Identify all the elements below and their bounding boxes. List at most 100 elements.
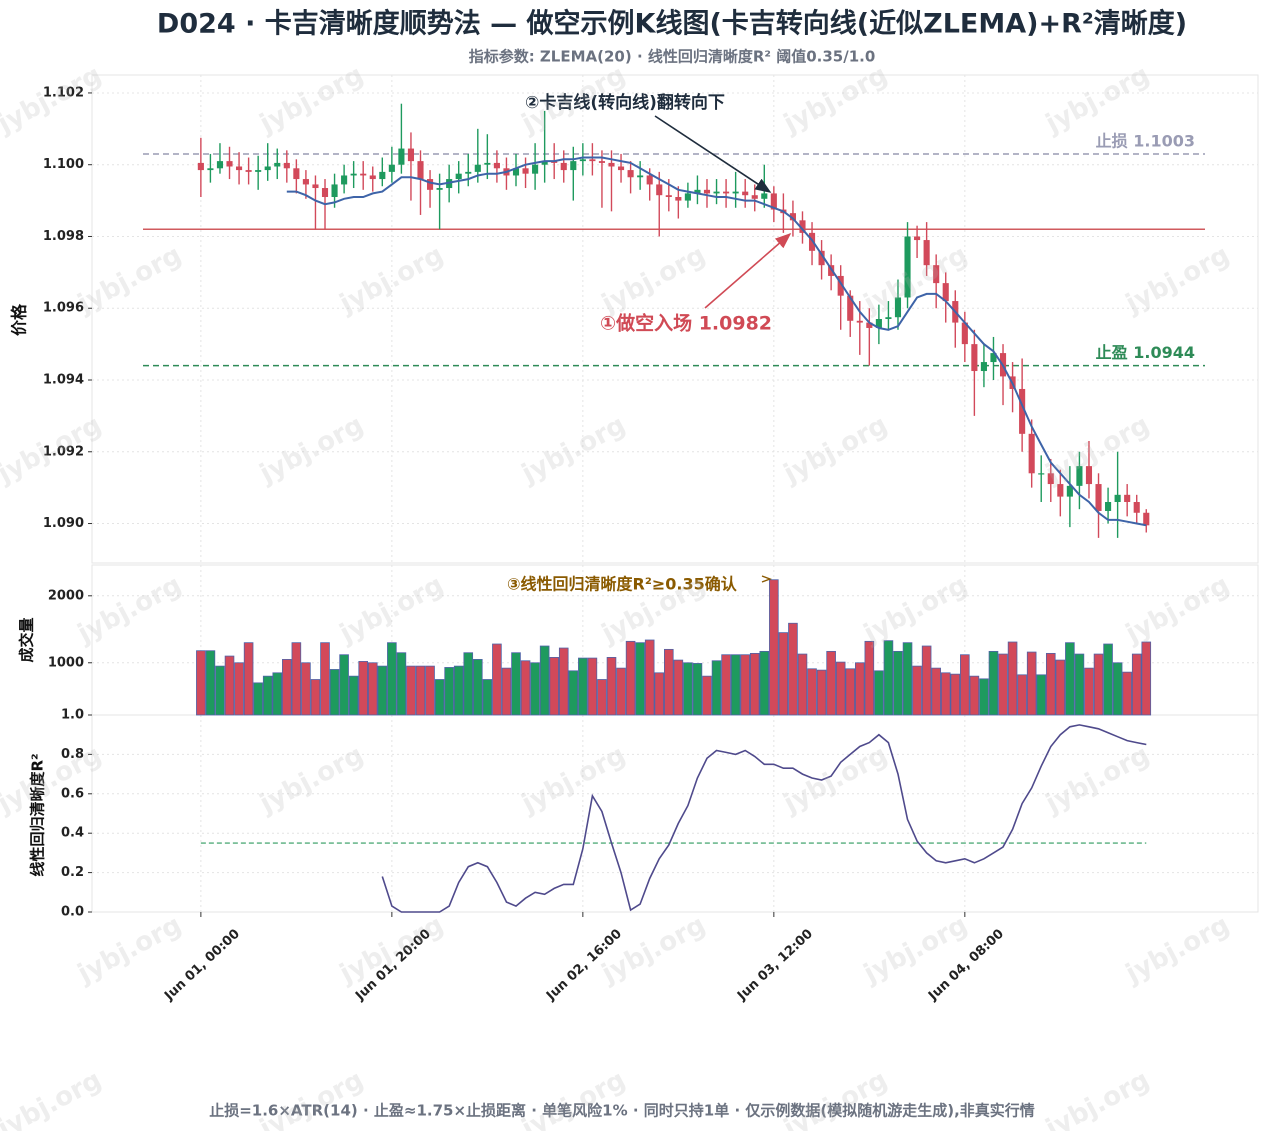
volume-bar: [1017, 674, 1027, 716]
candle-body: [703, 189, 711, 194]
candle-body: [331, 184, 338, 197]
volume-bar: [301, 662, 311, 716]
volume-bar: [568, 670, 579, 716]
candle-body: [637, 175, 644, 178]
volume-bar: [387, 642, 397, 716]
y-tick-label: 0.2: [61, 865, 84, 880]
candle-body: [675, 197, 682, 201]
volume-bar: [549, 657, 559, 716]
volume-bar: [530, 662, 540, 716]
volume-bar: [673, 659, 684, 716]
candle-body: [971, 344, 978, 372]
candle-body: [1143, 512, 1150, 526]
volume-bar: [664, 648, 674, 716]
volume-bar: [473, 659, 483, 716]
candle-body: [226, 161, 233, 167]
annotation: ①做空入场 1.0982: [600, 312, 772, 335]
y-tick-label: 1.098: [43, 229, 84, 244]
candle-body: [512, 168, 520, 176]
volume-bar: [482, 679, 493, 716]
volume-bar: [759, 650, 770, 716]
volume-bar: [950, 673, 961, 716]
y-tick-label: 1.096: [43, 301, 84, 316]
volume-bar: [453, 665, 464, 716]
candle-body: [866, 322, 873, 328]
candle-body: [207, 168, 214, 171]
volume-bar: [587, 657, 598, 716]
candle-body: [216, 161, 224, 169]
annotation-arrow: [654, 115, 772, 193]
candle-body: [360, 173, 367, 176]
y-axis-label: 成交量: [18, 617, 36, 662]
candle-body: [426, 179, 434, 190]
candle-body: [914, 236, 921, 241]
volume-bar: [224, 655, 235, 716]
volume-bar: [931, 667, 941, 716]
volume-bar: [979, 678, 989, 716]
volume-bar: [578, 657, 588, 716]
chart-title: D024 · 卡吉清晰度顺势法 — 做空示例K线图(卡吉转向线(近似ZLEMA)…: [157, 8, 1187, 40]
volume-bar: [835, 661, 846, 716]
volume-bar: [960, 654, 970, 716]
volume-bar: [425, 665, 435, 716]
volume-bar: [415, 665, 426, 716]
candle-body: [1028, 433, 1035, 474]
candle-body: [407, 148, 415, 162]
candle-body: [1019, 388, 1026, 434]
volume-bar: [730, 654, 741, 716]
y-axis-label: 价格: [10, 303, 29, 336]
volume-bar: [1103, 643, 1113, 716]
candle-body: [980, 362, 987, 372]
candle-body: [379, 171, 386, 180]
candle-body: [761, 193, 768, 199]
volume-bar: [988, 650, 999, 716]
candle-body: [713, 191, 720, 194]
y-tick-label: 1.100: [43, 157, 84, 172]
candle-body: [541, 161, 548, 165]
candle-body: [942, 283, 949, 302]
candle-body: [1114, 494, 1121, 502]
candle-body: [837, 275, 844, 296]
volume-bar: [940, 672, 951, 716]
candle-body: [388, 164, 395, 172]
candle-body: [723, 191, 730, 194]
annotation-arrow: [761, 575, 772, 583]
candle-body: [436, 188, 443, 190]
volume-bar: [215, 665, 225, 716]
candle-body: [236, 166, 243, 171]
volume-bar: [1084, 667, 1094, 716]
volume-bar: [912, 665, 922, 716]
volume-bar: [444, 667, 454, 716]
candle-body: [1038, 473, 1045, 475]
volume-bar: [406, 665, 416, 716]
chart-subtitle: 指标参数: ZLEMA(20) · 线性回归清晰度R² 阈值0.35/1.0: [469, 48, 876, 66]
volume-bar: [883, 640, 894, 716]
candle-body: [312, 184, 319, 189]
candle-body: [894, 297, 902, 318]
candle-body: [885, 317, 892, 319]
volume-bar: [788, 622, 798, 716]
volume-bar: [262, 675, 273, 716]
volume-bar: [740, 654, 750, 716]
volume-bar: [864, 640, 875, 716]
y-tick-label: 1.090: [43, 516, 84, 531]
volume-bar: [893, 650, 903, 716]
candle-body: [1066, 485, 1073, 497]
candle-body: [598, 161, 606, 163]
volume-bar: [339, 654, 349, 716]
volume-bar: [1112, 662, 1123, 716]
volume-bar: [367, 662, 378, 716]
volume-bar: [1045, 652, 1056, 716]
candle-body: [455, 173, 462, 180]
volume-bar: [874, 670, 884, 716]
volume-bar: [692, 663, 703, 716]
volume-bar: [702, 675, 712, 716]
volume-bar: [721, 654, 731, 716]
volume-bar: [463, 652, 474, 716]
candle-body: [474, 164, 481, 172]
candle-body: [1047, 473, 1054, 485]
candle-body: [560, 162, 567, 171]
volume-bar: [845, 668, 856, 716]
candle-body: [847, 295, 854, 321]
